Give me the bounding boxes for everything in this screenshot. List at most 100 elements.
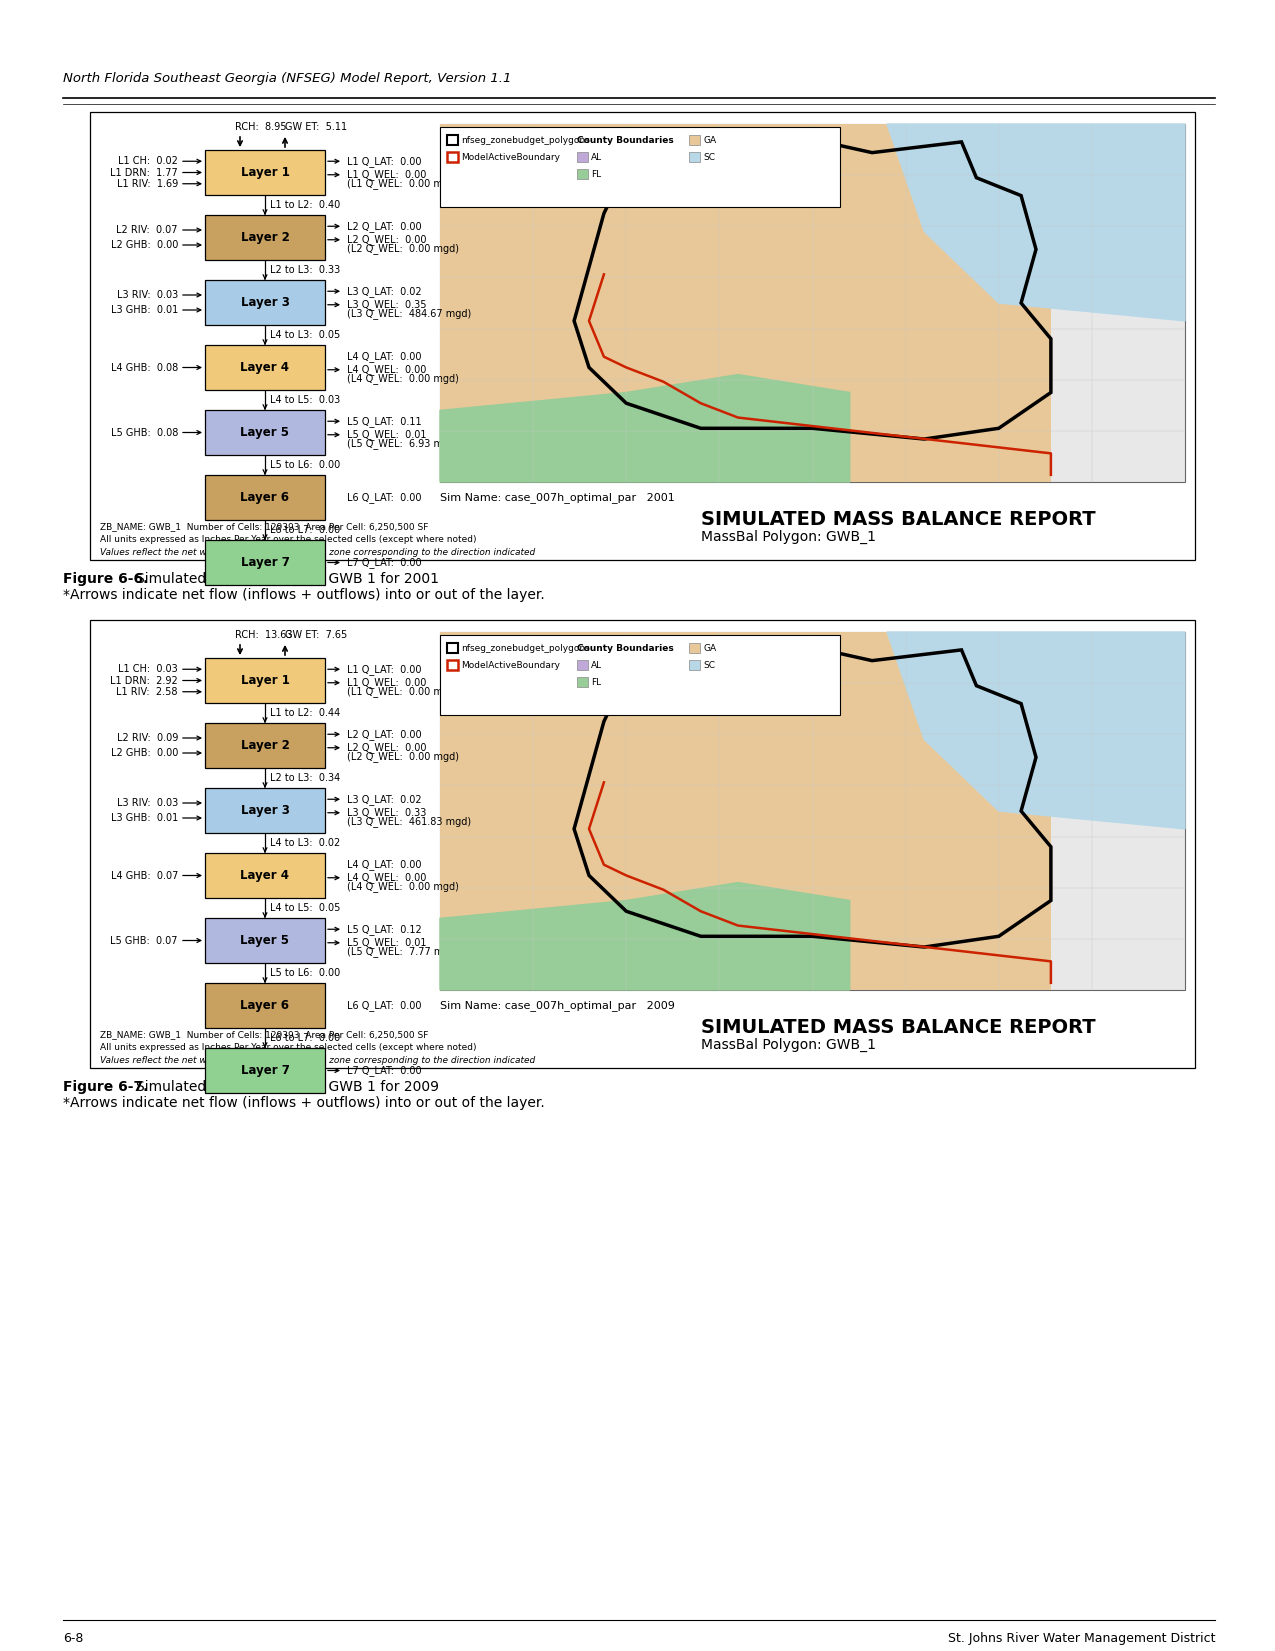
Text: L5 GHB:  0.07: L5 GHB: 0.07 xyxy=(111,936,179,946)
Bar xyxy=(448,660,458,670)
Text: Sim Name: case_007h_optimal_par   2009: Sim Name: case_007h_optimal_par 2009 xyxy=(440,1001,674,1010)
Text: L2 to L3:  0.34: L2 to L3: 0.34 xyxy=(270,773,340,783)
Text: (L3 Q_WEL:  484.67 mgd): (L3 Q_WEL: 484.67 mgd) xyxy=(347,309,472,319)
Text: L3 RIV:  0.03: L3 RIV: 0.03 xyxy=(117,797,178,807)
Text: L2 GHB:  0.00: L2 GHB: 0.00 xyxy=(111,748,179,758)
Text: Values reflect the net water balance for all cells in zone corresponding to the : Values reflect the net water balance for… xyxy=(99,1057,536,1065)
Text: Layer 2: Layer 2 xyxy=(241,231,289,244)
Text: L2 to L3:  0.33: L2 to L3: 0.33 xyxy=(270,266,340,276)
Text: L4 GHB:  0.08: L4 GHB: 0.08 xyxy=(111,363,179,373)
Text: L1 to L2:  0.44: L1 to L2: 0.44 xyxy=(270,708,340,718)
Bar xyxy=(91,621,1195,1068)
Text: L1 DRN:  2.92: L1 DRN: 2.92 xyxy=(110,675,178,685)
Text: L2 Q_WEL:  0.00: L2 Q_WEL: 0.00 xyxy=(347,234,427,246)
Text: Layer 5: Layer 5 xyxy=(241,426,289,439)
Text: L2 RIV:  0.07: L2 RIV: 0.07 xyxy=(116,225,178,234)
Text: (L5 Q_WEL:  6.93 mgd): (L5 Q_WEL: 6.93 mgd) xyxy=(347,438,459,449)
Text: AL: AL xyxy=(592,660,602,670)
Text: Layer 7: Layer 7 xyxy=(241,1063,289,1076)
Polygon shape xyxy=(440,375,849,482)
Text: L1 Q_LAT:  0.00: L1 Q_LAT: 0.00 xyxy=(347,664,422,675)
Text: L4 to L5:  0.05: L4 to L5: 0.05 xyxy=(270,903,340,913)
Text: ZB_NAME: GWB_1  Number of Cells: 129393  Area Per Cell: 6,250,500 SF: ZB_NAME: GWB_1 Number of Cells: 129393 A… xyxy=(99,1030,428,1038)
Text: Sim Name: case_007h_optimal_par   2001: Sim Name: case_007h_optimal_par 2001 xyxy=(440,492,674,504)
Text: Layer 2: Layer 2 xyxy=(241,740,289,751)
Text: RCH:  8.95: RCH: 8.95 xyxy=(235,122,287,132)
Text: nfseg_zonebudget_polygons: nfseg_zonebudget_polygons xyxy=(462,135,590,145)
Bar xyxy=(440,124,1184,482)
Text: L1 Q_WEL:  0.00: L1 Q_WEL: 0.00 xyxy=(347,677,426,688)
Text: L5 to L6:  0.00: L5 to L6: 0.00 xyxy=(270,967,340,977)
Text: L5 Q_WEL:  0.01: L5 Q_WEL: 0.01 xyxy=(347,429,427,441)
Text: SIMULATED MASS BALANCE REPORT: SIMULATED MASS BALANCE REPORT xyxy=(701,1019,1095,1037)
Text: Layer 4: Layer 4 xyxy=(241,868,289,882)
Text: L6 to L7:  0.00: L6 to L7: 0.00 xyxy=(270,1034,340,1043)
Text: L1 CH:  0.03: L1 CH: 0.03 xyxy=(119,664,179,674)
Text: Layer 7: Layer 7 xyxy=(241,556,289,570)
Text: SIMULATED MASS BALANCE REPORT: SIMULATED MASS BALANCE REPORT xyxy=(701,510,1095,528)
Text: L2 Q_WEL:  0.00: L2 Q_WEL: 0.00 xyxy=(347,743,427,753)
Text: L1 Q_WEL:  0.00: L1 Q_WEL: 0.00 xyxy=(347,170,426,180)
Text: L7 Q_LAT:  0.00: L7 Q_LAT: 0.00 xyxy=(347,1065,422,1076)
Text: County Boundaries: County Boundaries xyxy=(578,644,673,652)
Text: ModelActiveBoundary: ModelActiveBoundary xyxy=(462,660,560,670)
Bar xyxy=(205,723,325,768)
Text: St. Johns River Water Management District: St. Johns River Water Management Distric… xyxy=(947,1631,1215,1644)
Bar xyxy=(440,636,840,715)
Text: L5 Q_LAT:  0.12: L5 Q_LAT: 0.12 xyxy=(347,925,422,934)
Text: Figure 6-6.: Figure 6-6. xyxy=(62,571,148,586)
Text: Layer 5: Layer 5 xyxy=(241,934,289,948)
Text: L2 Q_LAT:  0.00: L2 Q_LAT: 0.00 xyxy=(347,221,422,231)
Text: L3 Q_LAT:  0.02: L3 Q_LAT: 0.02 xyxy=(347,286,422,297)
Bar xyxy=(205,409,325,456)
Polygon shape xyxy=(440,883,849,991)
Text: Layer 6: Layer 6 xyxy=(241,490,289,504)
Text: Figure 6-7.: Figure 6-7. xyxy=(62,1080,148,1095)
Text: MassBal Polygon: GWB_1: MassBal Polygon: GWB_1 xyxy=(701,1038,876,1052)
Text: L4 Q_LAT:  0.00: L4 Q_LAT: 0.00 xyxy=(347,350,422,362)
Text: L3 GHB:  0.01: L3 GHB: 0.01 xyxy=(111,812,179,822)
Bar xyxy=(448,642,458,654)
Text: ModelActiveBoundary: ModelActiveBoundary xyxy=(462,152,560,162)
Text: RCH:  13.63: RCH: 13.63 xyxy=(235,631,292,641)
Polygon shape xyxy=(887,124,1184,320)
Text: Layer 3: Layer 3 xyxy=(241,296,289,309)
Text: *Arrows indicate net flow (inflows + outflows) into or out of the layer.: *Arrows indicate net flow (inflows + out… xyxy=(62,1096,544,1109)
Text: GA: GA xyxy=(703,644,717,652)
Text: L2 RIV:  0.09: L2 RIV: 0.09 xyxy=(116,733,178,743)
Text: L4 Q_WEL:  0.00: L4 Q_WEL: 0.00 xyxy=(347,365,426,375)
Text: Layer 1: Layer 1 xyxy=(241,674,289,687)
Text: nfseg_zonebudget_polygons: nfseg_zonebudget_polygons xyxy=(462,644,590,652)
Bar xyxy=(448,152,458,162)
Text: *Arrows indicate net flow (inflows + outflows) into or out of the layer.: *Arrows indicate net flow (inflows + out… xyxy=(62,588,544,603)
Text: L5 to L6:  0.00: L5 to L6: 0.00 xyxy=(270,461,340,471)
Text: County Boundaries: County Boundaries xyxy=(578,135,673,145)
Text: L3 GHB:  0.01: L3 GHB: 0.01 xyxy=(111,305,179,315)
Bar xyxy=(205,1048,325,1093)
Text: L3 Q_WEL:  0.33: L3 Q_WEL: 0.33 xyxy=(347,807,426,819)
Text: 6-8: 6-8 xyxy=(62,1631,83,1644)
Text: L1 DRN:  1.77: L1 DRN: 1.77 xyxy=(110,167,178,178)
Bar xyxy=(205,788,325,834)
Text: (L2 Q_WEL:  0.00 mgd): (L2 Q_WEL: 0.00 mgd) xyxy=(347,751,459,763)
Bar xyxy=(205,854,325,898)
Text: (L2 Q_WEL:  0.00 mgd): (L2 Q_WEL: 0.00 mgd) xyxy=(347,243,459,254)
Text: SC: SC xyxy=(703,660,715,670)
Text: MassBal Polygon: GWB_1: MassBal Polygon: GWB_1 xyxy=(701,530,876,545)
Text: L1 to L2:  0.40: L1 to L2: 0.40 xyxy=(270,200,340,210)
Text: Layer 3: Layer 3 xyxy=(241,804,289,817)
Text: AL: AL xyxy=(592,152,602,162)
Text: North Florida Southeast Georgia (NFSEG) Model Report, Version 1.1: North Florida Southeast Georgia (NFSEG) … xyxy=(62,71,511,84)
Bar xyxy=(440,124,1051,482)
Text: L5 GHB:  0.08: L5 GHB: 0.08 xyxy=(111,428,179,438)
Text: (L1 Q_WEL:  0.00 mgd): (L1 Q_WEL: 0.00 mgd) xyxy=(347,687,459,697)
Bar xyxy=(578,660,588,670)
Text: L6 to L7:  0.00: L6 to L7: 0.00 xyxy=(270,525,340,535)
Bar xyxy=(578,677,588,687)
Text: (L3 Q_WEL:  461.83 mgd): (L3 Q_WEL: 461.83 mgd) xyxy=(347,816,472,827)
Text: L2 Q_LAT:  0.00: L2 Q_LAT: 0.00 xyxy=(347,728,422,740)
Text: GA: GA xyxy=(703,135,717,145)
Text: Layer 6: Layer 6 xyxy=(241,999,289,1012)
Bar xyxy=(205,281,325,325)
Text: Simulated mass balance of GWB 1 for 2001: Simulated mass balance of GWB 1 for 2001 xyxy=(136,571,439,586)
